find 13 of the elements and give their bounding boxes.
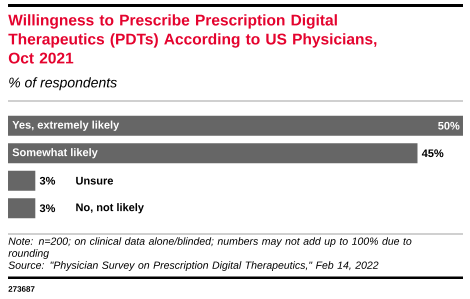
data-label: 3% (40, 176, 56, 185)
source-note: Source: "Physician Survey on Prescription Digital Therapeutics," Feb 14, 2022 (8, 261, 378, 271)
data-label: 45% (422, 149, 444, 158)
chart-subtitle: % of respondents (9, 77, 117, 90)
y-tick-label: Yes, extremely likely (12, 120, 120, 131)
y-tick-label: No, not likely (76, 203, 144, 214)
text: 273687 (8, 286, 35, 292)
text: Note: n=200; on clinical data alone/blinded; numbers may not add up to 100% due to rounding (8, 237, 412, 259)
y-tick-label: Somewhat likely (12, 148, 98, 158)
y-tick-label: Unsure (76, 176, 114, 185)
data-label: 50% (438, 122, 460, 130)
data-label: 3% (40, 204, 56, 212)
chart-title: Willingness to Prescribe Prescription Digital Therapeutics (PDTs) According to US Physicians, Oct 2021 (8, 14, 376, 64)
